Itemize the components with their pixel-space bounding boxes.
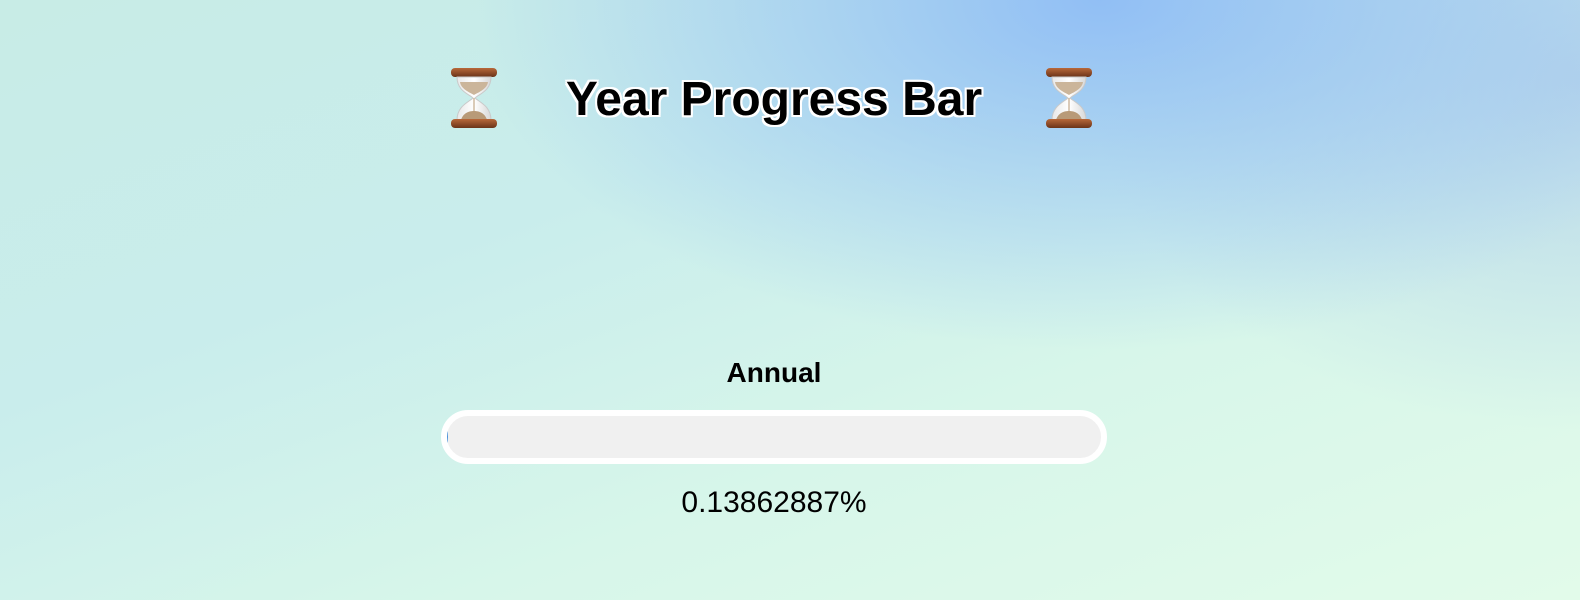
annual-progress-bar bbox=[441, 410, 1107, 464]
hourglass-icon bbox=[1041, 64, 1097, 132]
hourglass-icon bbox=[446, 64, 502, 132]
page-title: Year Progress Bar bbox=[565, 73, 983, 126]
progress-percent: 0.13862887% bbox=[681, 486, 867, 519]
progress-label: Annual bbox=[726, 357, 822, 388]
progress-fill bbox=[447, 416, 448, 458]
page-header: Year Progress Bar bbox=[0, 64, 1548, 136]
